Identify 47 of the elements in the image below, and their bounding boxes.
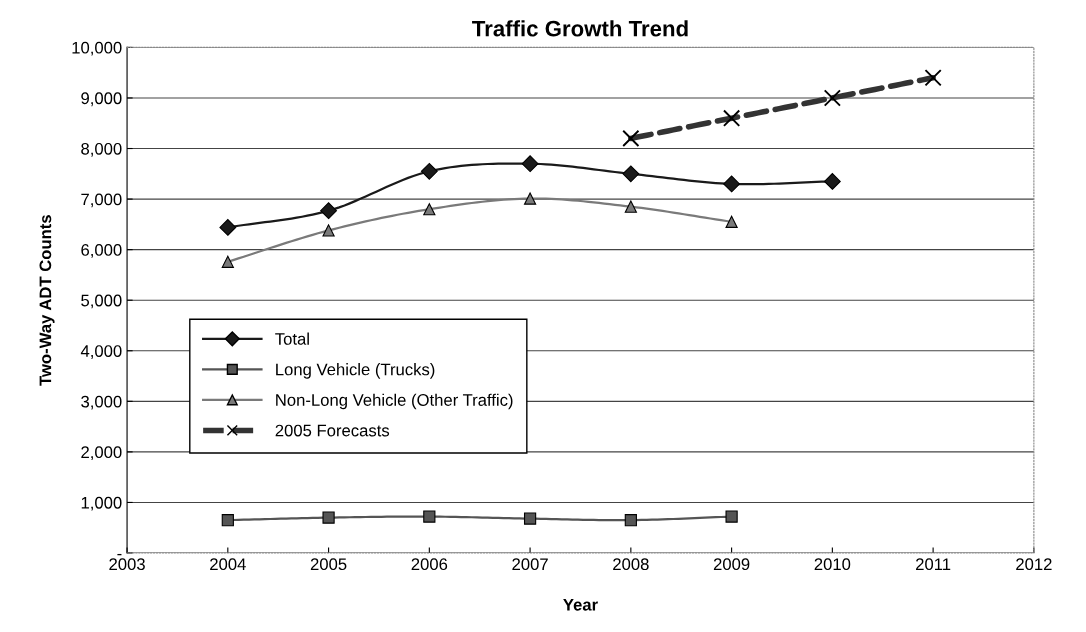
point (723, 175, 741, 193)
y-tick-label: 2,000 (81, 446, 122, 461)
point (320, 202, 337, 220)
point (221, 255, 234, 268)
point (725, 215, 738, 228)
x-tick-label: 2007 (512, 558, 548, 571)
point (221, 514, 234, 527)
point (523, 192, 537, 205)
point (624, 514, 637, 527)
point (823, 172, 841, 190)
chart-title: Traffic Growth Trend (472, 20, 688, 37)
point (322, 224, 335, 237)
y-tick-label: 8,000 (81, 142, 122, 157)
x-tick-label: 2012 (1016, 558, 1052, 571)
y-tick-label: 4,000 (80, 345, 122, 359)
legend-label: 2005 Forecasts (275, 424, 390, 437)
x-tick-label: 2006 (411, 558, 448, 571)
y-tick-label: 3,000 (81, 395, 122, 410)
y-axis-title: Two-Way ADT Counts (39, 215, 55, 386)
x-tick-label: 2009 (713, 558, 750, 571)
x-tick-label: 2010 (814, 558, 851, 571)
point (423, 203, 436, 216)
point (521, 155, 539, 173)
x-tick-label: 2011 (916, 558, 951, 571)
y-tick-label: 9,000 (81, 92, 122, 107)
point (622, 165, 640, 183)
legend-label: Non-Long Vehicle (Other Traffic) (276, 393, 513, 410)
point (624, 200, 637, 213)
y-tick-label: 5,000 (81, 294, 122, 309)
point (423, 510, 436, 523)
y-tick-label: 7,000 (81, 193, 122, 208)
legend-label: Long Vehicle (Trucks) (276, 363, 435, 379)
point (420, 162, 438, 180)
point (219, 218, 237, 236)
point (725, 510, 738, 523)
legend-label: Total (275, 332, 309, 345)
point (322, 511, 335, 524)
x-axis-title: Year (563, 599, 598, 611)
x-tick-label: 2004 (210, 558, 246, 571)
y-tick-label: 1,000 (81, 496, 122, 511)
y-tick-label: - (117, 553, 122, 556)
point (523, 512, 537, 525)
y-tick-label: 10,000 (72, 41, 122, 56)
x-tick-label: 2003 (109, 558, 145, 571)
y-tick-label: 6,000 (81, 244, 122, 258)
x-tick-label: 2005 (310, 558, 347, 571)
x-tick-label: 2008 (613, 558, 649, 571)
